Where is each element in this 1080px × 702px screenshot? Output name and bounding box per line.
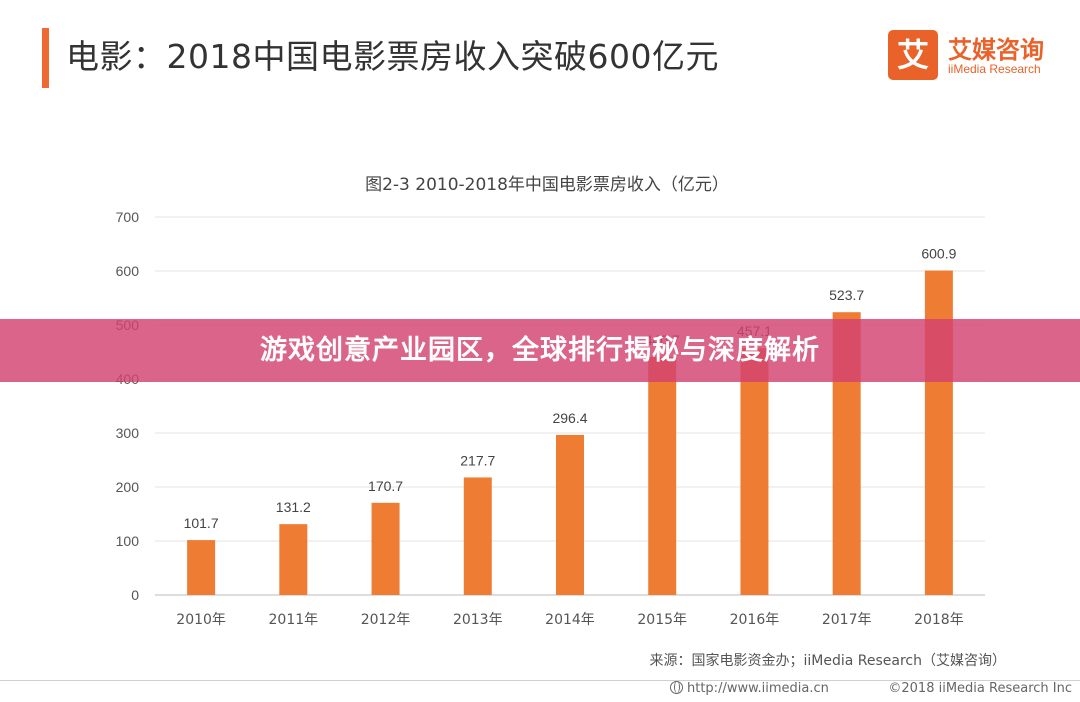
data-label: 600.9 <box>921 246 956 262</box>
bar-2013年 <box>463 477 492 595</box>
y-tick-label: 200 <box>116 479 140 495</box>
x-tick-label: 2018年 <box>914 612 964 628</box>
x-tick-label: 2014年 <box>545 612 595 628</box>
logo-mark-icon: 艾 <box>888 30 938 80</box>
footer-divider <box>0 680 1080 681</box>
y-tick-label: 300 <box>116 425 140 441</box>
bar-2011年 <box>279 524 308 595</box>
bar-2015年 <box>648 357 677 595</box>
x-tick-label: 2012年 <box>361 612 411 628</box>
slide-header: 电影：2018中国电影票房收入突破600亿元 艾 艾媒咨询 iiMedia Re… <box>0 0 1080 110</box>
bar-2012年 <box>371 502 400 595</box>
footer-url[interactable]: http://www.iimedia.cn <box>670 681 829 696</box>
chart-title: 图2-3 2010-2018年中国电影票房收入（亿元） <box>365 175 729 195</box>
bar-2014年 <box>556 434 584 595</box>
bar-2010年 <box>187 540 216 595</box>
y-tick-label: 100 <box>116 533 140 549</box>
data-label: 170.7 <box>368 478 403 494</box>
data-label: 217.7 <box>460 452 495 468</box>
data-label: 523.7 <box>829 287 864 303</box>
data-label: 101.7 <box>184 515 219 531</box>
y-tick-label: 0 <box>131 587 139 603</box>
x-tick-label: 2011年 <box>269 612 319 628</box>
source-note: 来源：国家电影资金办；iiMedia Research（艾媒咨询） <box>649 653 1007 669</box>
x-tick-label: 2015年 <box>637 612 687 628</box>
footer-url-text: http://www.iimedia.cn <box>687 681 829 696</box>
title-accent-bar <box>42 28 49 88</box>
bar-2016年 <box>740 348 769 595</box>
y-tick-label: 700 <box>116 209 140 225</box>
banner-title: 游戏创意产业园区，全球排行揭秘与深度解析 <box>260 335 820 366</box>
x-tick-label: 2013年 <box>453 612 503 628</box>
x-tick-label: 2010年 <box>176 612 226 628</box>
data-label: 296.4 <box>552 410 587 426</box>
x-tick-label: 2016年 <box>730 612 780 628</box>
overlay-banner: 游戏创意产业园区，全球排行揭秘与深度解析 <box>0 319 1080 382</box>
slide-title: 电影：2018中国电影票房收入突破600亿元 <box>66 37 719 76</box>
globe-icon <box>670 681 683 694</box>
x-tick-label: 2017年 <box>822 612 872 628</box>
y-tick-label: 600 <box>116 263 140 279</box>
logo-text-cn: 艾媒咨询 <box>948 36 1044 64</box>
logo-text-en: iiMedia Research <box>948 62 1041 76</box>
data-label: 131.2 <box>276 499 311 515</box>
brand-logo: 艾 艾媒咨询 iiMedia Research <box>888 30 1068 82</box>
footer-copyright: ©2018 iiMedia Research Inc <box>888 681 1072 696</box>
